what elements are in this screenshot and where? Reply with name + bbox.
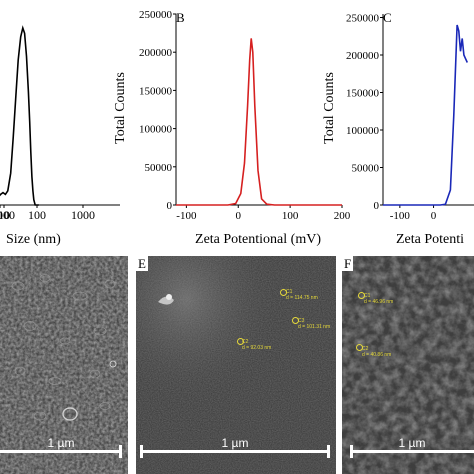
chart-b-y-tick-label: 200000 bbox=[139, 47, 173, 59]
chart-c-y-tick-label: 150000 bbox=[346, 88, 380, 100]
chart-b-y-axis-label: Total Counts bbox=[113, 72, 128, 144]
chart-a-x-tick-label: 100 bbox=[28, 208, 46, 222]
chart-b-y-tick-label: 0 bbox=[167, 200, 173, 212]
chart-c-x-tick-label: -100 bbox=[390, 210, 411, 222]
measurement-f-c1-marker bbox=[358, 292, 365, 299]
scale-bar-e: 1 µm bbox=[140, 436, 330, 463]
chart-c-y-tick-label: 200000 bbox=[346, 50, 380, 62]
chart-a-x-tick-label: 10000 bbox=[0, 208, 15, 222]
sem-f-panel-letter: F bbox=[342, 256, 354, 271]
chart-b-x-axis-label: Zeta Potentional (mV) bbox=[195, 232, 321, 247]
chart-c-panel-letter-text: C bbox=[383, 10, 392, 25]
measurement-e-c2-marker bbox=[237, 338, 244, 345]
chart-a-x-axis-label: Size (nm) bbox=[6, 232, 61, 247]
chart-c-y-axis-label: Total Counts bbox=[322, 72, 337, 144]
measurement-f-c1-label: C1 bbox=[364, 293, 371, 299]
measurement-f-c2-marker bbox=[356, 344, 363, 351]
chart-b-x-tick-label: 100 bbox=[282, 210, 299, 222]
scale-bar-d-label: 1 µm bbox=[47, 436, 75, 450]
scale-bar-f-label: 1 µm bbox=[398, 436, 426, 450]
chart-b-x-tick-label: 0 bbox=[236, 210, 242, 222]
chart-b-y-tick-label: 100000 bbox=[139, 124, 173, 136]
sem-texture-f bbox=[342, 256, 474, 474]
chart-c-y-tick-label: 250000 bbox=[346, 13, 380, 25]
chart-b-panel-letter-text: B bbox=[176, 10, 185, 25]
chart-figure: 10100100010000 Size (nm) B 0500001000001… bbox=[0, 7, 474, 247]
measurement-f-c2: C2 d = 40.86 nm bbox=[362, 346, 391, 358]
measurement-e-c2: C2 d = 92.03 nm bbox=[242, 339, 271, 351]
measurement-e-c1-value: d = 114.75 nm bbox=[286, 295, 318, 301]
scale-bar-d: 1 µm bbox=[0, 436, 122, 463]
measurement-f-c1: C1 d = 46.96 nm bbox=[364, 293, 393, 305]
chart-c-x-tick-label: 0 bbox=[431, 210, 437, 222]
measurement-e-c1-label: C1 bbox=[286, 289, 293, 295]
chart-c-zeta-potential-line bbox=[383, 24, 469, 206]
chart-b-y-tick-label: 250000 bbox=[139, 9, 173, 21]
chart-a-size-distribution-line bbox=[0, 25, 39, 206]
sem-texture-d bbox=[0, 256, 128, 474]
sem-e-panel-letter: E bbox=[136, 256, 148, 271]
measurement-e-c2-value: d = 92.03 nm bbox=[242, 345, 272, 351]
measurement-f-c2-label: C2 bbox=[362, 346, 369, 352]
chart-c-y-tick-label: 50000 bbox=[352, 163, 380, 175]
chart-panel-a: 10 100 1000 10000 Size (nm) bbox=[0, 25, 120, 247]
sem-texture-e bbox=[136, 256, 336, 474]
measurement-e-c2-label: C2 bbox=[242, 339, 249, 345]
measurement-e-c3-label: C3 bbox=[298, 318, 305, 324]
scale-bar-f: 1 µm bbox=[350, 436, 474, 463]
chart-a-x-tick-label: 1000 bbox=[71, 208, 95, 222]
sem-image-d: 1 µm bbox=[0, 256, 128, 474]
sem-image-f: F C1 d = 46.96 nm C2 d = 40.86 nm 1 µm bbox=[342, 256, 474, 474]
measurement-e-c3-marker bbox=[292, 317, 299, 324]
chart-b-axes bbox=[175, 14, 336, 206]
measurement-e-c1-marker bbox=[280, 289, 287, 296]
chart-c-y-tick-label: 0 bbox=[374, 200, 380, 212]
measurement-e-c3-value: d = 101.31 nm bbox=[298, 324, 331, 330]
chart-b-x-tick-label: 200 bbox=[334, 210, 351, 222]
chart-b-y-tick-label: 50000 bbox=[145, 162, 173, 174]
chart-c-x-axis-label: Zeta Potenti bbox=[396, 232, 464, 247]
measurement-f-c2-value: d = 40.86 nm bbox=[362, 352, 392, 358]
measurement-e-c3: C3 d = 101.31 nm bbox=[298, 318, 330, 330]
measurement-f-c1-value: d = 46.96 nm bbox=[364, 299, 394, 305]
chart-a-x-tick-label: 10 bbox=[0, 208, 10, 222]
chart-panel-c: C 0 50000 100000 150000 200000 250000 -100 0 T… bbox=[322, 7, 474, 247]
scale-bar-e-label: 1 µm bbox=[221, 436, 249, 450]
chart-b-zeta-potential-line bbox=[176, 38, 342, 206]
measurement-e-c1: C1 d = 114.75 nm bbox=[286, 289, 318, 301]
chart-c-y-tick-label: 100000 bbox=[346, 125, 380, 137]
chart-b-panel-letter bbox=[170, 7, 184, 25]
chart-b-x-tick-label: -100 bbox=[176, 210, 197, 222]
chart-b-y-tick-label: 150000 bbox=[139, 85, 173, 97]
sem-image-e: E C1 d = 114.75 nm C3 d = 101.31 nm C2 d… bbox=[136, 256, 336, 474]
